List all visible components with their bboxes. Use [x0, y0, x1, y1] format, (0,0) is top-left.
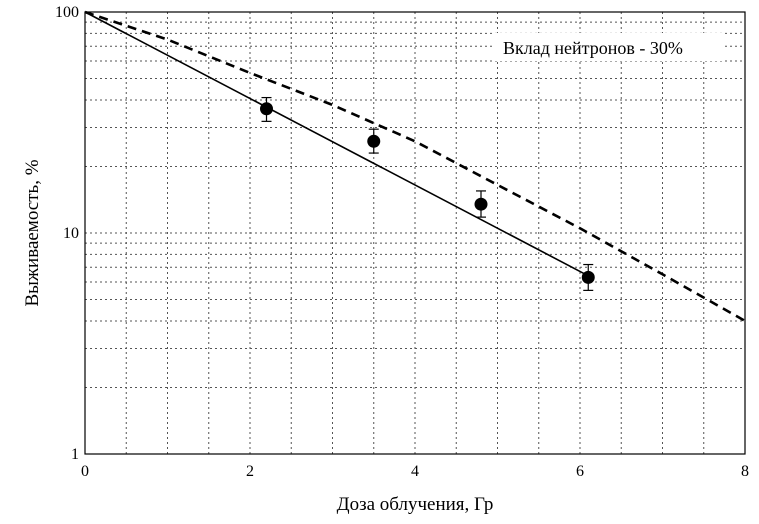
data-point: [367, 134, 381, 148]
x-tick-label: 4: [411, 463, 419, 480]
legend-annotation: Вклад нейтронов - 30%: [495, 33, 725, 61]
dashed-series-line: [84, 10, 746, 323]
annotation-background: [495, 33, 725, 61]
solid-series-line: [84, 11, 589, 277]
data-point: [260, 102, 273, 116]
annotation-text: Вклад нейтронов - 30%: [503, 38, 683, 58]
y-tick-label: 10: [63, 225, 79, 242]
data-point: [474, 197, 488, 211]
x-tick-label: 6: [576, 463, 584, 480]
x-tick-label: 8: [741, 463, 749, 480]
plot-frame: [84, 11, 746, 455]
x-tick-label: 0: [81, 463, 89, 480]
tick-labels: 0 2 4 6 8 1 10 100: [55, 4, 749, 480]
data-point: [581, 270, 595, 284]
x-axis-title: Доза облучения, Гр: [337, 494, 494, 515]
y-tick-label: 1: [71, 446, 79, 463]
y-axis-title: Выживаемость, %: [22, 159, 43, 306]
y-tick-label: 100: [55, 4, 79, 21]
series-layer: [84, 10, 746, 323]
grid: [85, 12, 745, 454]
x-tick-label: 2: [246, 463, 254, 480]
